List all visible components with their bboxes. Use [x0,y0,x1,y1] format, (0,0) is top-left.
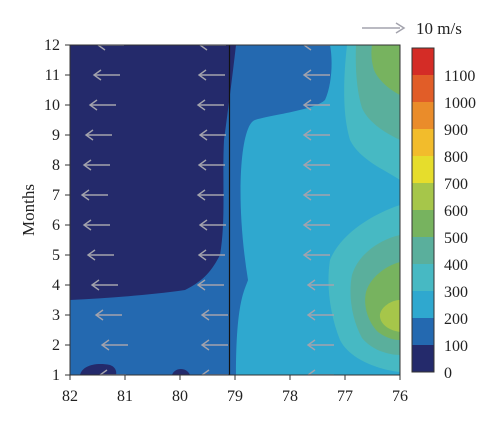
wind-vector-head [98,369,108,375]
wind-vector-head [196,99,206,111]
colorbar-segment [412,264,434,291]
x-tick-label: 76 [392,388,408,405]
wind-vector-head [80,189,90,201]
reference-vector-label: 10 m/s [416,19,462,38]
colorbar-tick-label: 200 [444,311,468,328]
y-tick-label: 10 [44,97,60,114]
colorbar-tick-label: 900 [444,122,468,139]
contour-0-100-bottom [80,364,117,375]
wind-vector-head [306,309,316,321]
x-tick-label: 77 [337,388,353,405]
y-tick-label: 9 [52,127,60,144]
wind-vector-head [197,69,207,81]
wind-vector-head [86,249,96,261]
y-tick-label: 5 [52,247,60,264]
wind-vector-head [84,129,94,141]
colorbar-tick-label: 500 [444,230,468,247]
wind-vector-head [302,99,312,111]
colorbar: 0 100 200 300 400 500 600 700 800 900 1000 1100 [411,47,476,382]
y-tick-label: 6 [52,217,60,234]
wind-vectors [80,45,334,375]
plot-area [70,45,400,375]
x-tick-label: 82 [62,388,78,405]
wind-vector-head [302,189,312,201]
wind-vector-head [196,279,206,291]
wind-vector-head [302,45,312,51]
colorbar-tick-label: 700 [444,176,468,193]
wind-vector-head [196,189,206,201]
wind-vector-head [197,249,207,261]
contour-600-700 [379,300,400,332]
wind-vector-head [198,219,208,231]
colorbar-tick-label: 0 [444,365,452,382]
wind-vector-head [306,339,316,351]
colorbar-tick-label: 300 [444,284,468,301]
y-axis-label: Months [19,184,38,236]
wind-vector-head [82,219,92,231]
x-tick-label: 78 [282,388,298,405]
colorbar-segment [412,75,434,102]
colorbar-tick-label: 100 [444,338,468,355]
x-axis: 82 81 80 79 78 77 76 [62,375,408,405]
colorbar-segment [412,291,434,318]
wind-vector-head [100,339,110,351]
wind-vector-head [92,69,102,81]
wind-vector-head [94,309,104,321]
y-tick-label: 3 [52,307,60,324]
colorbar-tick-label: 600 [444,203,468,220]
y-tick-label: 1 [52,367,60,384]
y-tick-label: 2 [52,337,60,354]
y-tick-label: 11 [45,67,60,84]
y-tick-label: 4 [52,277,60,294]
colorbar-segment [412,345,434,372]
colorbar-segment [412,102,434,129]
contour-0-100 [70,45,236,300]
colorbar-tick-label: 1000 [444,95,476,112]
colorbar-tick-label: 400 [444,257,468,274]
wind-vector-head [306,369,316,375]
x-tick-label: 80 [172,388,188,405]
wind-vector-head [198,45,208,51]
x-tick-label: 81 [117,388,133,405]
wind-vector-head [302,159,312,171]
y-tick-label: 7 [52,187,60,204]
colorbar-segment [412,48,434,75]
colorbar-segment [412,156,434,183]
contour-0-100-bottom-2 [172,368,190,375]
wind-vector-head [90,279,100,291]
colorbar-segment [412,318,434,345]
wind-vector-head [200,369,210,375]
contour-500-600-top [371,45,400,95]
wind-vector-head [302,219,312,231]
x-tick-label: 79 [227,388,243,405]
wind-vector-head [197,159,207,171]
reference-vector: 10 m/s [362,19,462,38]
colorbar-segment [412,210,434,237]
wind-vector-head [88,99,98,111]
colorbar-tick-label: 800 [444,149,468,166]
wind-vector-head [96,45,106,51]
wind-vector-head [302,129,312,141]
wind-vector-head [200,339,210,351]
wind-vector-head [306,279,316,291]
wind-vector-head [200,309,210,321]
wind-vector-head [302,69,312,81]
colorbar-tick-label: 1100 [444,68,475,85]
y-tick-label: 8 [52,157,60,174]
colorbar-frame [411,47,435,373]
wind-vector-head [198,129,208,141]
y-tick-label: 12 [44,37,60,54]
colorbar-segment [412,129,434,156]
colorbar-segment [412,237,434,264]
wind-vector-head [82,159,92,171]
wind-vector-head [302,249,312,261]
colorbar-segment [412,183,434,210]
